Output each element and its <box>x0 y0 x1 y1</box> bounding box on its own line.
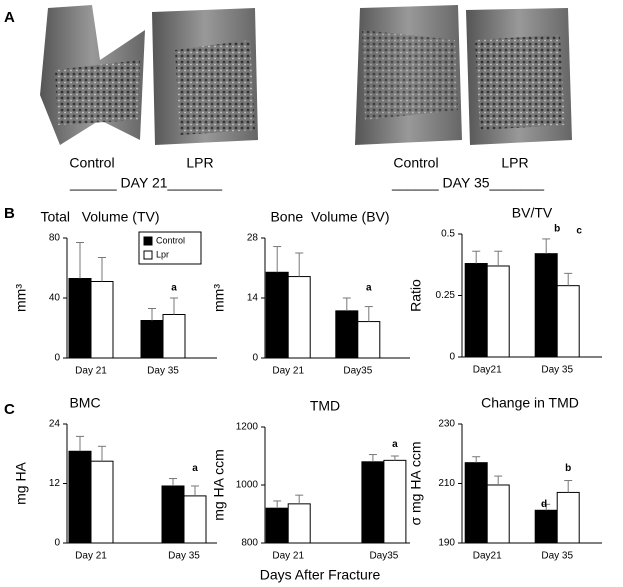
y-axis-label: mm³ <box>13 284 29 312</box>
chart-title: BV/TV <box>512 205 553 221</box>
annotation: a <box>171 283 177 294</box>
bar <box>361 461 385 544</box>
y-tick-label: 210 <box>438 478 455 489</box>
day-label: ______ DAY 21_______ <box>69 175 222 191</box>
y-tick-label: 0.5 <box>441 229 455 240</box>
group-label: LPR <box>501 155 528 171</box>
y-axis-label: σ mg HA ccm <box>408 441 424 525</box>
x-tick-label: Day 35 <box>541 365 573 376</box>
x-tick-label: Day35 <box>343 366 372 377</box>
bar <box>464 462 488 544</box>
annotation: c <box>576 226 582 237</box>
y-tick-label: 80 <box>49 233 61 244</box>
y-tick-label: 40 <box>49 293 61 304</box>
annotation: b <box>565 463 571 474</box>
bone-texture <box>175 40 255 135</box>
bar <box>162 314 186 359</box>
x-tick-label: Day35 <box>369 551 398 562</box>
y-tick-label: 1000 <box>236 480 259 491</box>
x-tick-label: Day 21 <box>272 366 304 377</box>
bone-texture <box>475 35 565 130</box>
y-tick-label: 0 <box>449 352 455 363</box>
y-tick-label: 230 <box>438 419 455 430</box>
y-tick-label: 800 <box>241 538 258 549</box>
y-axis-label: mm³ <box>211 284 227 312</box>
bar <box>68 450 92 544</box>
x-tick-label: Day21 <box>473 365 502 376</box>
day-label: ______ DAY 35_______ <box>391 175 544 191</box>
x-tick-label: Day 21 <box>272 551 304 562</box>
y-tick-label: 12 <box>49 478 61 489</box>
x-tick-label: Day 35 <box>147 366 179 377</box>
annotation: a <box>192 463 198 474</box>
y-tick-label: 0 <box>54 538 60 549</box>
panel-label: A <box>4 9 15 26</box>
y-tick-label: 1200 <box>236 422 259 433</box>
bar <box>556 285 580 358</box>
bar <box>90 281 114 359</box>
y-tick-label: 190 <box>438 538 455 549</box>
bar <box>287 503 311 544</box>
group-label: LPR <box>186 155 213 171</box>
chart-title: Total Volume (TV) <box>40 209 159 225</box>
chart-title: TMD <box>310 398 340 414</box>
bar <box>383 459 407 544</box>
bar <box>486 484 510 544</box>
legend-swatch <box>143 236 153 246</box>
y-tick-label: 28 <box>247 233 259 244</box>
bar <box>68 278 92 359</box>
microct-images <box>40 5 572 145</box>
y-tick-label: 24 <box>49 419 61 430</box>
chart-title: Bone Volume (BV) <box>270 209 389 225</box>
y-axis-label: Ratio <box>408 279 424 312</box>
annotation: a <box>392 439 398 450</box>
bar <box>90 460 114 544</box>
bar <box>357 321 381 359</box>
annotation: a <box>366 283 372 294</box>
bar <box>534 509 558 544</box>
legend-label: Control <box>156 235 185 245</box>
legend-label: Lpr <box>156 249 169 259</box>
x-tick-label: Day 21 <box>75 551 107 562</box>
y-tick-label: 0.25 <box>436 290 456 301</box>
x-tick-label: Day 21 <box>75 366 107 377</box>
bar <box>464 263 488 358</box>
bar <box>335 310 359 359</box>
bone-texture <box>55 60 140 125</box>
bar <box>265 271 289 359</box>
annotation: d <box>541 499 547 510</box>
group-label: Control <box>69 155 114 171</box>
x-tick-label: Day 35 <box>541 551 573 562</box>
x-tick-label: Day 35 <box>168 551 200 562</box>
bar <box>534 253 558 358</box>
bar <box>265 507 289 544</box>
bone-texture <box>362 30 458 120</box>
bar <box>556 491 580 544</box>
y-axis-label: mg HA <box>13 461 29 504</box>
bar <box>161 485 185 544</box>
x-tick-label: Day21 <box>473 551 502 562</box>
chart-title: Change in TMD <box>481 395 579 411</box>
bar <box>287 276 311 359</box>
bar <box>183 495 207 544</box>
y-axis-label: mg HA ccm <box>211 449 227 521</box>
panel-label: C <box>4 401 15 418</box>
panel-label: B <box>4 205 15 222</box>
bar <box>140 320 164 359</box>
annotation: b <box>554 224 560 235</box>
group-label: Control <box>393 155 438 171</box>
bar <box>486 265 510 358</box>
x-axis-label: Days After Fracture <box>260 567 381 583</box>
y-tick-label: 14 <box>247 293 259 304</box>
chart-title: BMC <box>69 395 100 411</box>
legend-swatch <box>143 250 153 260</box>
y-tick-label: 0 <box>54 353 60 364</box>
y-tick-label: 0 <box>252 353 258 364</box>
